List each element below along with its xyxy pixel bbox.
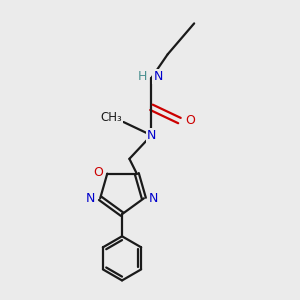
Text: O: O <box>186 114 196 127</box>
Text: N: N <box>86 192 95 205</box>
Text: N: N <box>147 129 156 142</box>
Text: CH₃: CH₃ <box>100 111 122 124</box>
Text: N: N <box>153 70 163 83</box>
Text: O: O <box>94 166 103 179</box>
Text: N: N <box>148 192 158 205</box>
Text: H: H <box>137 70 147 83</box>
